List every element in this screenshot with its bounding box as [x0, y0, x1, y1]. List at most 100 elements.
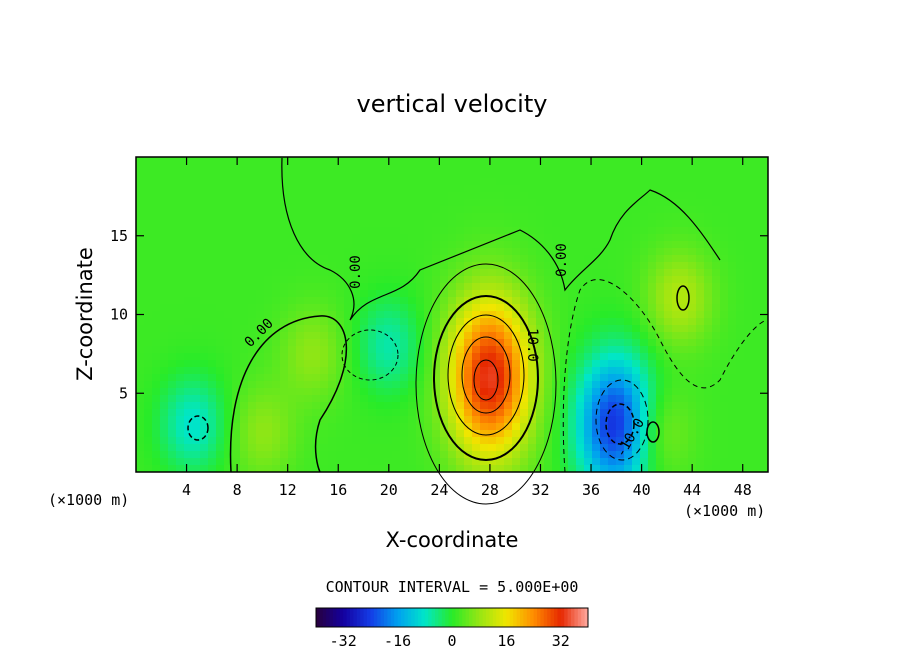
field-cell [552, 318, 561, 326]
field-cell [192, 227, 201, 235]
field-cell [440, 416, 449, 424]
field-cell [472, 339, 481, 347]
field-cell [712, 346, 721, 354]
field-cell [656, 276, 665, 284]
field-cell [360, 325, 369, 333]
field-cell [240, 213, 249, 221]
field-cell [408, 381, 417, 389]
colorbar-cell [418, 608, 422, 627]
field-cell [224, 465, 233, 473]
field-cell [456, 311, 465, 319]
field-cell [160, 192, 169, 200]
field-cell [328, 381, 337, 389]
field-cell [584, 423, 593, 431]
field-cell [656, 360, 665, 368]
field-cell [232, 318, 241, 326]
field-cell [672, 290, 681, 298]
field-cell [488, 206, 497, 214]
field-cell [656, 220, 665, 228]
field-cell [728, 241, 737, 249]
field-cell [536, 311, 545, 319]
field-cell [288, 241, 297, 249]
field-cell [424, 283, 433, 291]
field-cell [240, 248, 249, 256]
field-cell [400, 185, 409, 193]
field-cell [232, 185, 241, 193]
field-cell [672, 213, 681, 221]
field-cell [504, 206, 513, 214]
field-cell [200, 248, 209, 256]
field-cell [688, 325, 697, 333]
field-cell [544, 276, 553, 284]
field-cell [632, 381, 641, 389]
field-cell [360, 255, 369, 263]
field-cell [656, 430, 665, 438]
field-cell [584, 178, 593, 186]
field-cell [408, 171, 417, 179]
field-cell [472, 444, 481, 452]
field-cell [232, 178, 241, 186]
field-cell [256, 185, 265, 193]
field-cell [192, 430, 201, 438]
field-cell [376, 367, 385, 375]
field-cell [280, 360, 289, 368]
field-cell [320, 227, 329, 235]
field-cell [320, 311, 329, 319]
field-cell [344, 199, 353, 207]
field-cell [288, 402, 297, 410]
field-cell [192, 367, 201, 375]
field-cell [408, 304, 417, 312]
field-cell [360, 248, 369, 256]
field-cell [560, 395, 569, 403]
field-cell [160, 325, 169, 333]
field-cell [688, 290, 697, 298]
field-cell [744, 199, 753, 207]
field-cell [752, 227, 761, 235]
field-cell [240, 381, 249, 389]
field-cell [528, 192, 537, 200]
field-cell [712, 360, 721, 368]
field-cell [464, 325, 473, 333]
field-cell [656, 395, 665, 403]
field-cell [712, 423, 721, 431]
field-cell [160, 458, 169, 466]
field-cell [312, 262, 321, 270]
field-cell [496, 276, 505, 284]
colorbar-cell [401, 608, 405, 627]
field-cell [584, 199, 593, 207]
field-cell [728, 304, 737, 312]
field-cell [432, 444, 441, 452]
field-cell [408, 395, 417, 403]
field-cell [168, 360, 177, 368]
field-cell [584, 367, 593, 375]
field-cell [176, 220, 185, 228]
field-cell [536, 444, 545, 452]
field-cell [240, 220, 249, 228]
field-cell [184, 409, 193, 417]
field-cell [256, 451, 265, 459]
colorbar-cell [509, 608, 514, 627]
field-cell [496, 353, 505, 361]
field-cell [232, 332, 241, 340]
field-cell [400, 178, 409, 186]
field-cell [192, 388, 201, 396]
field-cell [328, 171, 337, 179]
field-cell [144, 234, 153, 242]
field-cell [200, 255, 209, 263]
field-cell [440, 304, 449, 312]
field-cell [176, 360, 185, 368]
field-cell [600, 458, 609, 466]
field-cell [416, 283, 425, 291]
field-cell [400, 157, 409, 165]
field-cell [312, 171, 321, 179]
field-cell [720, 451, 729, 459]
field-cell [728, 346, 737, 354]
field-cell [744, 458, 753, 466]
field-cell [248, 332, 257, 340]
field-cell [392, 325, 401, 333]
field-cell [160, 178, 169, 186]
field-cell [608, 318, 617, 326]
x-tick-label: 28 [481, 481, 499, 499]
field-cell [296, 339, 305, 347]
field-cell [568, 157, 577, 165]
